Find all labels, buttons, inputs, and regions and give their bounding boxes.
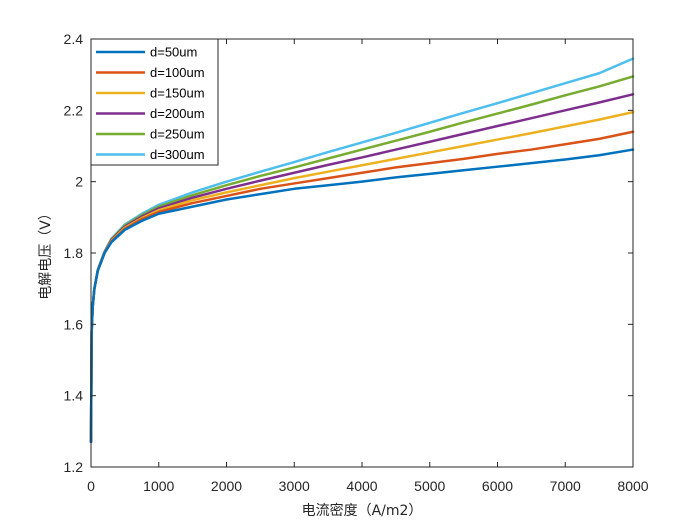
legend-label: d=50um <box>150 45 197 60</box>
series-line-d-50um <box>89 148 635 444</box>
x-tick-label: 3000 <box>279 478 310 494</box>
legend-label: d=250um <box>150 127 205 142</box>
legend-items: d=50um d=100um d=150um d=200um d=250um d=300u… <box>96 45 205 162</box>
x-tick-label: 7000 <box>550 478 581 494</box>
y-tick-label: 2 <box>75 174 83 190</box>
y-tick-label: 1.4 <box>64 388 84 404</box>
y-axis-label: 电解电压（V） <box>38 206 54 300</box>
x-tick-label: 4000 <box>346 478 377 494</box>
legend-label: d=100um <box>150 65 205 80</box>
legend-label: d=300um <box>150 147 205 162</box>
x-tick-label: 2000 <box>211 478 242 494</box>
x-tick-label: 6000 <box>482 478 513 494</box>
x-tick-label: 1000 <box>143 478 174 494</box>
series-layer <box>89 57 635 444</box>
x-tick-label: 5000 <box>414 478 445 494</box>
y-tick-label: 1.6 <box>64 316 84 332</box>
legend-label: d=150um <box>150 86 205 101</box>
y-tick-label: 2.2 <box>64 102 84 118</box>
y-tick-label: 1.2 <box>64 459 84 475</box>
y-tick-label: 2.4 <box>64 31 84 47</box>
legend-box <box>90 38 219 166</box>
tick-layer: 0 1000 2000 3000 4000 5000 6000 7000 8000 1.2 1.4 1… <box>64 31 649 494</box>
legend-label: d=200um <box>150 106 205 121</box>
x-axis-label: 电流密度（A/m2） <box>302 502 423 519</box>
x-tick-label: 8000 <box>617 478 648 494</box>
y-tick-label: 1.8 <box>64 245 84 261</box>
legend: d=50um d=100um d=150um d=200um d=250um d=300u… <box>90 38 219 166</box>
x-tick-label: 0 <box>87 478 95 494</box>
